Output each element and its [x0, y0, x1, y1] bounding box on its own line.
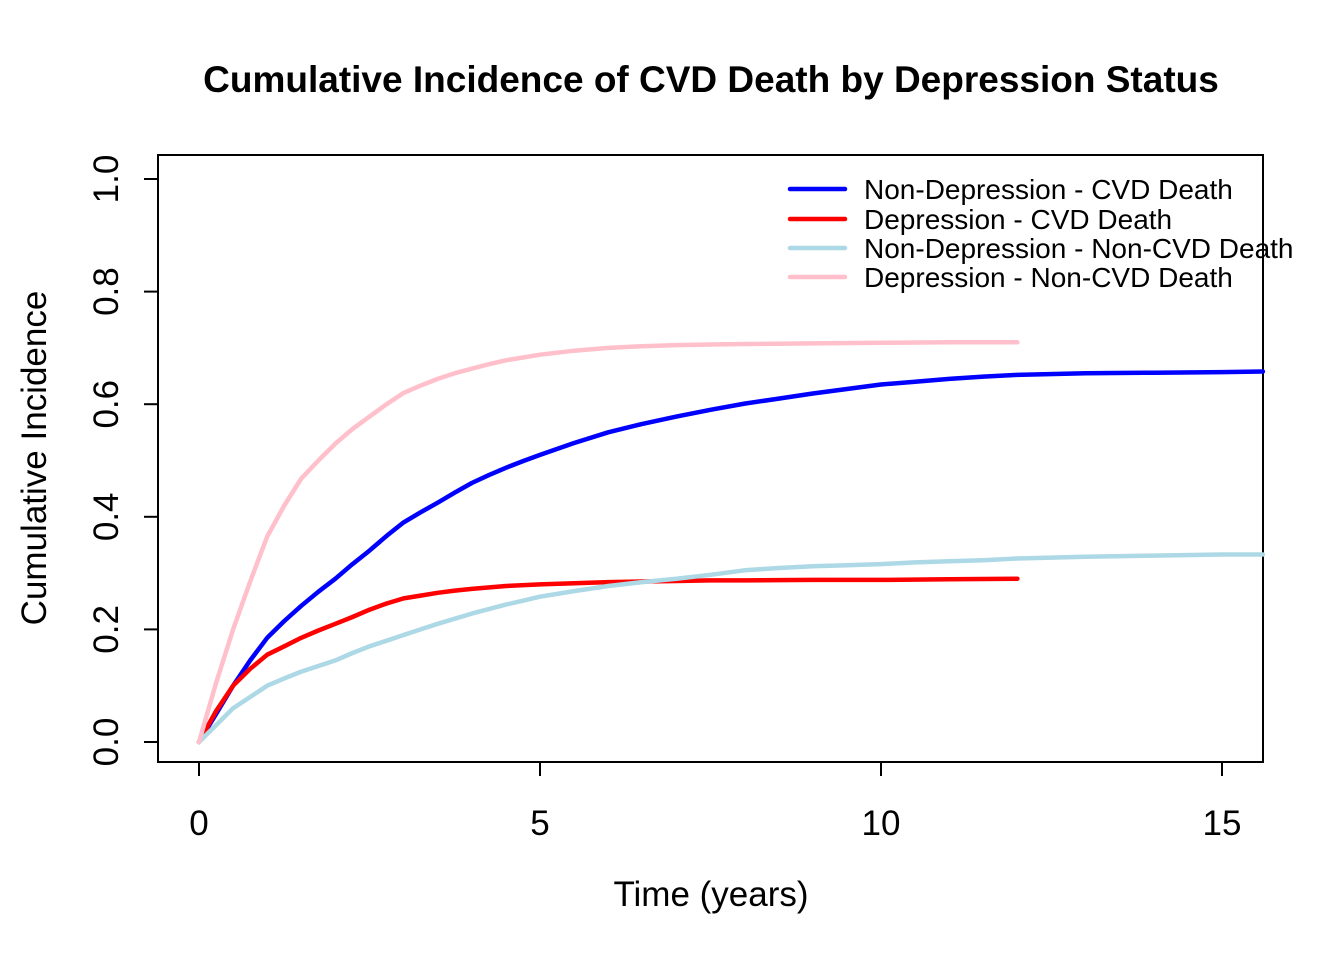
- y-tick-label: 0.4: [87, 492, 126, 541]
- y-tick-label: 1.0: [87, 155, 126, 204]
- legend-item: Depression - CVD Death: [787, 204, 1172, 235]
- plot-frame: [157, 154, 1264, 763]
- y-tick-label: 0.2: [87, 605, 126, 654]
- chart-title: Cumulative Incidence of CVD Death by Dep…: [203, 59, 1219, 100]
- legend-label: Non-Depression - Non-CVD Death: [864, 233, 1294, 264]
- x-axis-label: Time (years): [613, 875, 808, 914]
- x-tick-label: 10: [862, 804, 901, 843]
- y-axis-ticks: 0.0 0.2 0.4 0.6 0.8 1.0: [87, 155, 158, 767]
- legend-item: Depression - Non-CVD Death: [787, 262, 1233, 293]
- legend-item: Non-Depression - Non-CVD Death: [787, 233, 1294, 264]
- y-tick-label: 0.6: [87, 380, 126, 429]
- y-axis-label: Cumulative Incidence: [15, 291, 54, 626]
- legend-label: Non-Depression - CVD Death: [864, 174, 1233, 205]
- x-tick-label: 5: [530, 804, 549, 843]
- legend: Non-Depression - CVD Death Depression - …: [787, 174, 1294, 293]
- legend-item: Non-Depression - CVD Death: [787, 174, 1233, 205]
- x-tick-label: 0: [189, 804, 208, 843]
- legend-label: Depression - CVD Death: [864, 204, 1172, 235]
- series-line-0: [196, 369, 1266, 745]
- series-line-2: [196, 552, 1266, 745]
- series-line-3: [196, 340, 1020, 745]
- x-axis-ticks: 0 5 10 15: [189, 762, 1241, 843]
- legend-label: Depression - Non-CVD Death: [864, 262, 1233, 293]
- y-tick-label: 0.8: [87, 267, 126, 316]
- x-tick-label: 15: [1203, 804, 1242, 843]
- y-tick-label: 0.0: [87, 718, 126, 767]
- series-line-1: [196, 576, 1020, 745]
- series-lines: [196, 340, 1266, 745]
